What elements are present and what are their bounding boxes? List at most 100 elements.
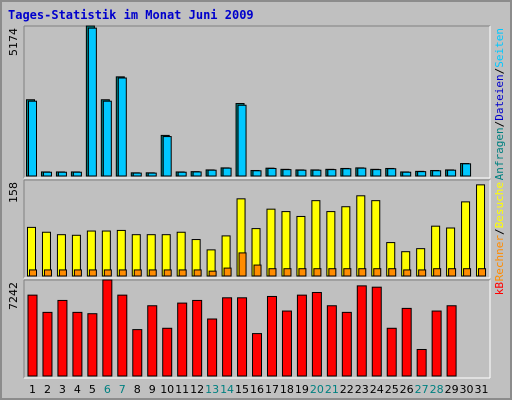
besuche-bar [101,230,111,277]
upper-panel-ymax-label: 5174 [7,28,20,56]
x-tick-label: 10 [160,383,174,396]
x-tick-label: 18 [280,383,294,396]
rechner-bar [223,267,232,277]
rechner-bar [253,264,262,277]
kb-bar [132,329,143,377]
x-tick-label: 28 [430,383,444,396]
rechner-bar [478,268,487,277]
kb-bar [57,299,68,377]
x-tick-label: 2 [44,383,51,396]
rechner-bar [58,269,67,277]
rechner-bar [178,269,187,277]
rechner-bar [118,269,127,277]
rechner-bar [88,269,97,277]
seiten-bar [222,167,232,177]
seiten-bar [192,171,202,177]
seiten-bar [117,77,127,177]
x-tick-label: 22 [340,383,354,396]
kb-bar [147,305,158,377]
x-tick-label: 6 [104,383,111,396]
lower-panel-ymax-label: 7242 [7,282,20,310]
rechner-bar [448,268,457,277]
kb-bar [222,297,233,377]
besuche-bar [296,215,306,277]
kb-bar [162,327,173,377]
rechner-bar [133,269,142,277]
seiten-bar [402,171,412,177]
x-tick-label: 31 [475,383,489,396]
kb-bar [192,299,203,377]
besuche-bar [27,226,36,277]
rechner-bar [343,268,352,277]
seiten-bar [28,100,37,177]
seiten-bar [57,171,67,177]
seiten-bar [357,167,367,177]
seiten-bar [297,169,307,177]
rechner-bar [463,268,472,277]
kb-bar [252,333,263,377]
seiten-bar [417,171,427,177]
seiten-bar [372,169,382,177]
seiten-bar [267,167,277,177]
x-tick-label: 17 [265,383,279,396]
seiten-bar [72,171,82,177]
besuche-bar [476,184,486,277]
seiten-bar [252,170,262,177]
kb-bar [266,295,277,377]
kb-bar [416,348,427,377]
x-tick-label: 3 [59,383,66,396]
besuche-bar [371,200,381,277]
x-tick-label: 5 [89,383,96,396]
kb-bar [311,291,322,377]
seiten-bar [177,171,187,177]
x-tick-label: 12 [190,383,204,396]
x-tick-label: 24 [370,383,384,396]
kb-bar [72,311,83,377]
seiten-bar [462,163,472,177]
besuche-bar [281,211,291,277]
kb-bar [296,294,307,377]
seiten-bar [87,27,97,177]
rechner-bar [418,269,427,277]
x-tick-label: 11 [175,383,189,396]
seiten-bar [312,169,322,177]
rechner-bar [148,269,157,277]
besuche-bar [461,201,471,277]
rechner-bar [313,268,322,277]
rechner-bar [238,252,247,277]
middle-panel-ymax-label: 158 [7,182,20,203]
kb-bar [237,297,248,377]
rechner-bar [403,269,412,277]
seiten-bar [342,168,352,177]
chart-title: Tages-Statistik im Monat Juni 2009 [8,8,254,22]
x-tick-label: 7 [119,383,126,396]
rechner-bar [73,269,82,277]
rechner-bar [283,268,292,277]
besuche-bar [311,200,321,277]
rechner-bar [298,268,307,277]
besuche-bar [86,230,96,277]
kb-bar [42,311,53,377]
x-tick-label: 14 [220,383,234,396]
lower-panel-legend: kB [493,282,506,296]
kb-bar [431,310,442,377]
legend-separator: / [493,228,506,235]
rechner-bar [358,268,367,277]
legend-rechner: Rechner [493,235,506,282]
rechner-bar [328,268,337,277]
legend-dateien: Dateien [493,74,506,120]
legend-besuche: Besuche [493,182,506,228]
x-tick-label: 1 [29,383,36,396]
upper-panel-legend: Anfragen/Dateien/Seiten [493,28,506,180]
seiten-bar [387,168,397,177]
kb-bar [27,294,38,377]
besuche-bar [326,211,336,277]
x-tick-label: 4 [74,383,81,396]
x-tick-label: 8 [134,383,141,396]
rechner-bar [208,270,217,277]
kb-bar [326,305,337,377]
rechner-bar [29,269,37,277]
x-tick-label: 27 [415,383,429,396]
rechner-bar [373,268,382,277]
